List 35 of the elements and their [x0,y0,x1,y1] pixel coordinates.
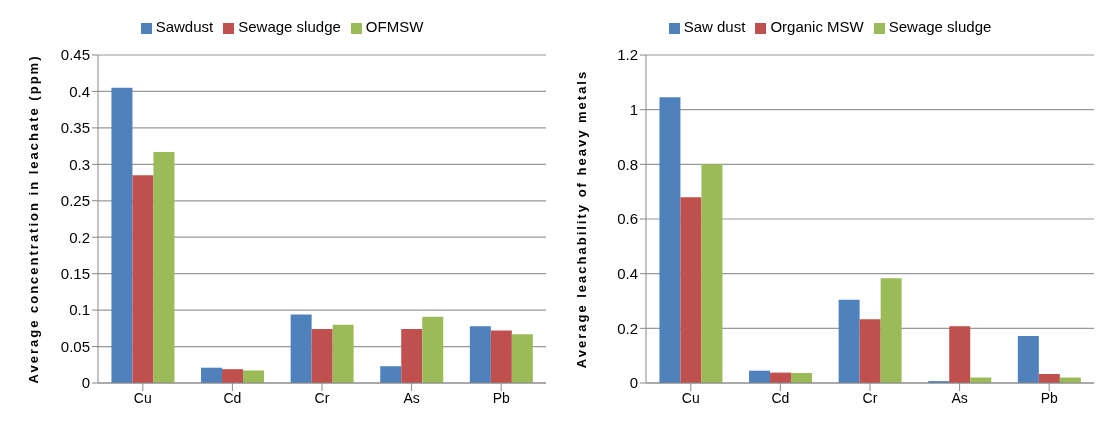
x-tick-label: Cr [862,389,878,406]
y-axis-title: Average concentration in leachate (ppm) [25,54,41,384]
x-tick-label: Cd [223,389,242,406]
x-tick-label: Pb [1040,389,1058,406]
x-tick-label: Pb [492,389,510,406]
y-tick-label: 0.2 [617,319,638,337]
legend-label: Organic MSW [770,18,864,35]
legend-label: Sewage sludge [238,18,341,35]
y-tick-label: 0 [629,374,638,392]
y-tick-label: 0.3 [69,155,90,173]
x-tick-label: Cu [133,389,152,406]
y-tick-label: 0.25 [60,192,90,210]
y-tick-label: 0.05 [60,337,90,355]
legend-label: Sawdust [155,18,214,35]
x-tick-label: Cu [681,389,700,406]
y-tick-label: 1 [629,100,638,118]
y-tick-label: 0.4 [617,264,638,282]
legend-label: Saw dust [683,18,746,35]
y-tick-label: 0.35 [60,119,90,137]
x-tick-label: Cr [314,389,330,406]
legend-label: OFMSW [365,18,424,35]
x-tick-label: As [951,389,968,406]
y-axis-title: Average leachability of heavy metals [573,69,589,369]
y-tick-label: 0.6 [617,210,638,228]
y-tick-label: 0 [81,374,90,392]
y-tick-label: 1.2 [617,46,638,64]
y-tick-label: 0.15 [60,264,90,282]
x-tick-label: As [403,389,420,406]
legend-label: Sewage sludge [888,18,992,35]
y-tick-label: 0.4 [69,82,90,100]
y-tick-label: 0.8 [617,155,638,173]
y-tick-label: 0.2 [69,228,90,246]
y-tick-label: 0.45 [60,46,90,64]
y-tick-label: 0.1 [69,301,90,319]
x-tick-label: Cd [771,389,790,406]
